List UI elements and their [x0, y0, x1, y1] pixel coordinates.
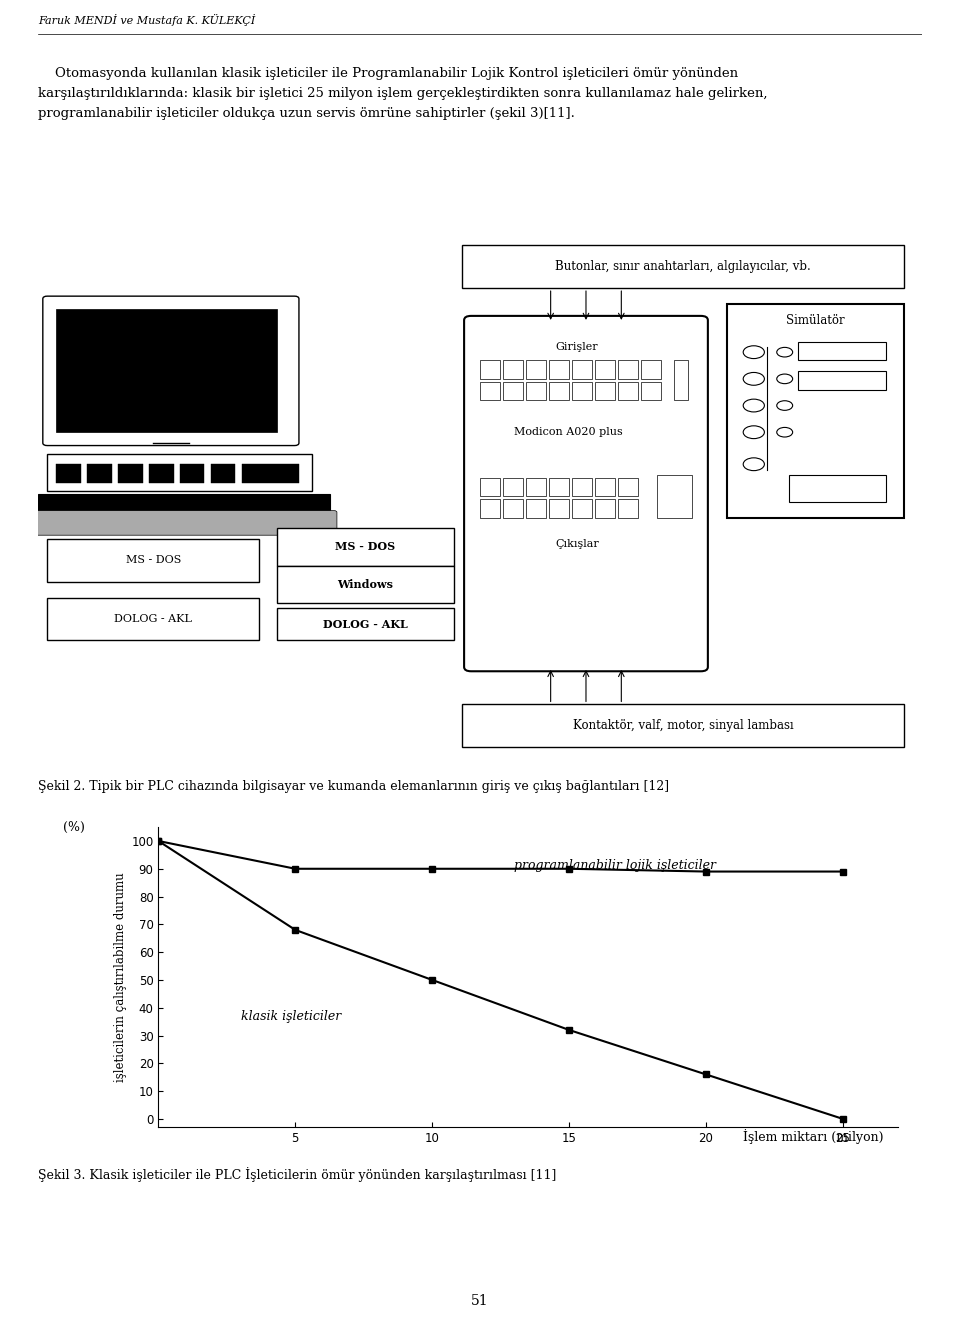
Bar: [503, 499, 523, 518]
Text: Windows: Windows: [337, 579, 394, 590]
Bar: [87, 464, 111, 483]
Bar: [618, 478, 638, 496]
Text: İşlem miktarı (milyon): İşlem miktarı (milyon): [743, 1129, 884, 1143]
Bar: [118, 464, 143, 483]
Bar: [180, 464, 204, 483]
Bar: [503, 360, 523, 379]
Bar: [595, 478, 615, 496]
Text: Faruk MENDİ ve Mustafa K. KÜLEKÇİ: Faruk MENDİ ve Mustafa K. KÜLEKÇİ: [38, 13, 255, 25]
Text: Kontaktör, valf, motor, sinyal lambası: Kontaktör, valf, motor, sinyal lambası: [573, 719, 794, 732]
Bar: [572, 360, 592, 379]
Text: programlanabilir işleticiler oldukça uzun servis ömrüne sahiptirler (şekil 3)[11: programlanabilir işleticiler oldukça uzu…: [38, 107, 575, 120]
Bar: [526, 499, 546, 518]
Bar: [276, 528, 453, 566]
Text: Şekil 2. Tipik bir PLC cihazında bilgisayar ve kumanda elemanlarının giriş ve çı: Şekil 2. Tipik bir PLC cihazında bilgisa…: [38, 780, 669, 794]
Bar: [549, 360, 569, 379]
Bar: [618, 382, 638, 400]
Bar: [595, 360, 615, 379]
Bar: [572, 478, 592, 496]
Bar: [572, 382, 592, 400]
Bar: [463, 704, 904, 747]
Bar: [549, 499, 569, 518]
Text: Çıkışlar: Çıkışlar: [555, 539, 599, 550]
FancyBboxPatch shape: [32, 511, 337, 535]
FancyBboxPatch shape: [43, 296, 299, 446]
Bar: [618, 499, 638, 518]
Text: Butonlar, sınır anahtarları, algılayıcılar, vb.: Butonlar, sınır anahtarları, algılayıcıl…: [555, 260, 811, 273]
Bar: [798, 371, 886, 390]
Bar: [526, 382, 546, 400]
FancyBboxPatch shape: [464, 316, 708, 671]
Text: Simülatör: Simülatör: [786, 313, 845, 327]
Bar: [595, 499, 615, 518]
Bar: [210, 464, 235, 483]
Text: programlanabilir lojik işleticiler: programlanabilir lojik işleticiler: [515, 859, 716, 872]
Text: Şekil 3. Klasik işleticiler ile PLC İşleticilerin ömür yönünden karşılaştırılmas: Şekil 3. Klasik işleticiler ile PLC İşle…: [38, 1167, 557, 1182]
Bar: [549, 478, 569, 496]
Bar: [149, 464, 174, 483]
Bar: [480, 360, 500, 379]
Bar: [640, 382, 661, 400]
Bar: [242, 464, 299, 483]
Bar: [798, 342, 886, 360]
Bar: [728, 304, 904, 518]
Bar: [56, 464, 81, 483]
Text: (%): (%): [62, 820, 84, 834]
Bar: [480, 382, 500, 400]
Bar: [789, 475, 886, 502]
Text: 51: 51: [471, 1294, 489, 1307]
Text: Girişler: Girişler: [556, 342, 598, 352]
Bar: [463, 245, 904, 288]
Text: Modicon A020 plus: Modicon A020 plus: [514, 427, 623, 438]
Text: Otomasyonda kullanılan klasik işleticiler ile Programlanabilir Lojik Kontrol işl: Otomasyonda kullanılan klasik işleticile…: [38, 67, 738, 80]
Bar: [503, 382, 523, 400]
Bar: [47, 454, 312, 491]
Bar: [503, 478, 523, 496]
Bar: [674, 360, 687, 400]
Bar: [38, 494, 330, 512]
Bar: [618, 360, 638, 379]
Bar: [549, 382, 569, 400]
Bar: [657, 475, 692, 518]
Text: MS - DOS: MS - DOS: [126, 555, 180, 566]
Bar: [480, 478, 500, 496]
Bar: [56, 309, 276, 432]
Text: klasik işleticiler: klasik işleticiler: [241, 1010, 341, 1023]
Bar: [47, 598, 259, 640]
Bar: [572, 499, 592, 518]
Bar: [595, 382, 615, 400]
Bar: [480, 499, 500, 518]
Bar: [640, 360, 661, 379]
Y-axis label: işleticilerin çalıştırılabilme durumu: işleticilerin çalıştırılabilme durumu: [114, 872, 127, 1082]
Text: MS - DOS: MS - DOS: [335, 542, 396, 552]
Text: karşılaştırıldıklarında: klasik bir işletici 25 milyon işlem gerçekleştirdikten : karşılaştırıldıklarında: klasik bir işle…: [38, 87, 768, 100]
Text: DOLOG - AKL: DOLOG - AKL: [323, 619, 408, 630]
Bar: [526, 360, 546, 379]
Text: DOLOG - AKL: DOLOG - AKL: [114, 614, 192, 624]
Bar: [276, 566, 453, 603]
Bar: [276, 608, 453, 640]
Bar: [526, 478, 546, 496]
Bar: [47, 539, 259, 582]
